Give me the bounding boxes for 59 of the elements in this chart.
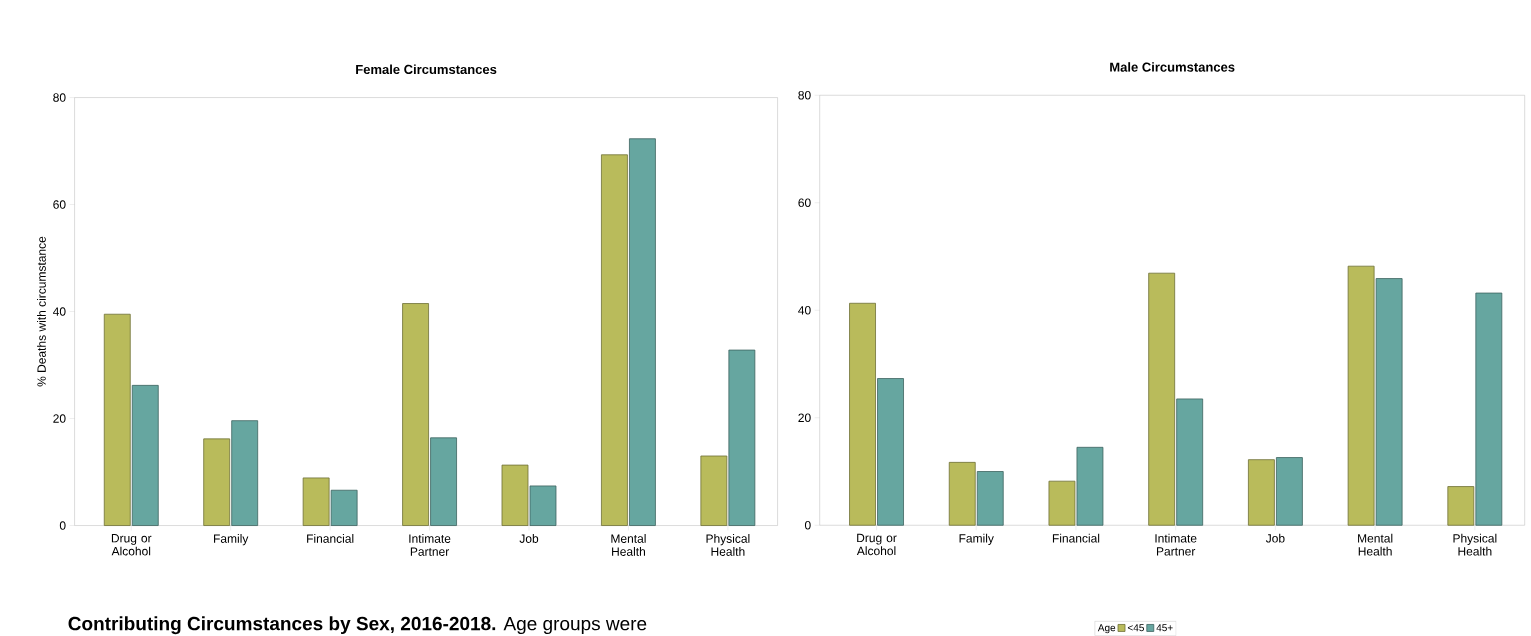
x-tick-label: Family (214, 534, 249, 546)
bar (131, 385, 159, 527)
y-tick-label: 60 (53, 200, 66, 209)
legend-label: <45 (1127, 624, 1144, 632)
y-tick-label: 0 (804, 521, 811, 530)
legend-label: 45+ (1156, 624, 1173, 632)
bar (529, 485, 557, 527)
bar (1276, 457, 1303, 526)
bar (330, 489, 358, 527)
x-tick-label: Mental Health (611, 534, 646, 556)
bar (1475, 292, 1503, 526)
bar (877, 378, 904, 526)
y-tick-label: 20 (798, 413, 811, 423)
x-tick-label: Job (1265, 533, 1285, 543)
bar (976, 471, 1004, 526)
x-tick-label: Financial (1052, 533, 1100, 543)
bar (1447, 486, 1475, 526)
bar (1248, 459, 1275, 526)
x-tick-label: Financial (307, 534, 354, 543)
bar (700, 455, 728, 527)
bar (1347, 265, 1375, 526)
x-tick-label: Physical Health (1453, 533, 1497, 556)
x-tick-label: Intimate Partner (409, 534, 451, 556)
bar (1176, 398, 1204, 526)
bar (1048, 480, 1076, 526)
y-tick-label: 20 (53, 414, 66, 423)
bar (728, 349, 756, 527)
bar (1375, 278, 1403, 526)
bar (948, 462, 976, 526)
bar (629, 138, 656, 527)
chart-title: Female Circumstances (356, 64, 497, 75)
y-tick-label: 60 (798, 198, 811, 208)
y-axis-title: % Deaths with circumstance (37, 236, 46, 387)
x-tick-label: Physical Health (706, 534, 750, 556)
bar (601, 154, 628, 527)
legend-title: Age (1097, 624, 1116, 634)
bar (103, 313, 131, 527)
bar (430, 437, 457, 527)
bar (849, 302, 876, 526)
y-tick-label: 80 (53, 93, 66, 102)
bar (1148, 272, 1176, 526)
x-tick-label: Drug or Alcohol (111, 534, 152, 556)
bar (302, 477, 330, 527)
x-tick-label: Job (519, 534, 539, 543)
bar (203, 438, 231, 527)
chart-title: Male Circumstances (1110, 62, 1235, 72)
x-tick-label: Family (959, 533, 994, 546)
y-tick-label: 80 (798, 91, 811, 100)
y-tick-label: 0 (59, 521, 66, 530)
x-tick-label: Mental Health (1358, 533, 1393, 556)
y-tick-label: 40 (798, 306, 811, 315)
bar (231, 420, 259, 527)
text: Contributing Circumstances by Sex, 2016-2018. Age groups were (68, 616, 647, 635)
bar (501, 464, 529, 527)
x-tick-label: Drug or Alcohol (856, 533, 897, 556)
y-tick-label: 40 (52, 307, 66, 316)
x-tick-label: Intimate Partner (1155, 533, 1197, 556)
bar (1076, 447, 1104, 526)
bar (402, 303, 429, 527)
